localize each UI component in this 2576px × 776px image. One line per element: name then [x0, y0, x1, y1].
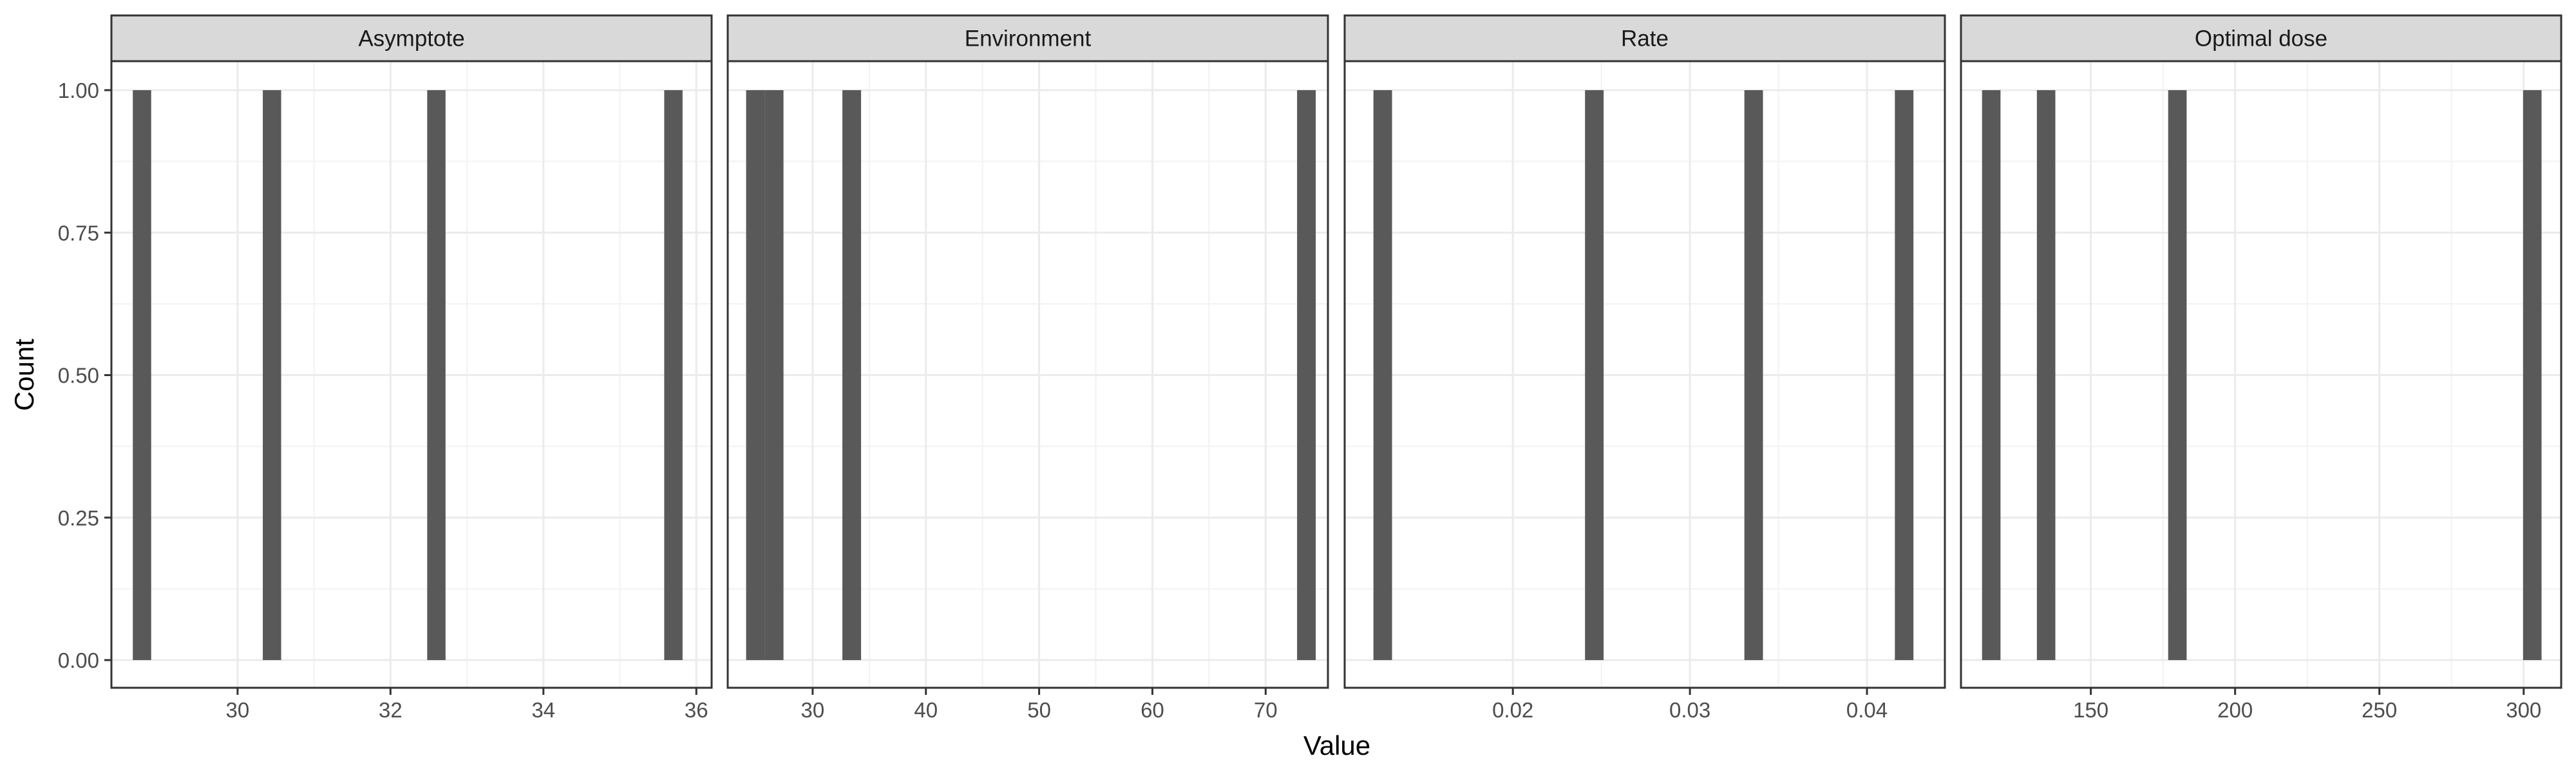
histogram-bar: [1895, 90, 1914, 660]
histogram-bar: [2523, 90, 2542, 660]
facet-panel-4: Optimal dose 150 200 250 300: [1960, 14, 2562, 722]
histogram-bar: [2036, 90, 2056, 660]
histogram-bar: [1744, 90, 1763, 660]
histogram-bar: [263, 90, 281, 660]
x-tick-label: 250: [2362, 698, 2397, 722]
x-tick-label: 300: [2506, 698, 2541, 722]
y-axis-title: Count: [9, 339, 39, 411]
y-tick-label: 0.50: [58, 364, 99, 388]
x-tick-label: 32: [379, 698, 402, 722]
histogram-bar: [1297, 90, 1316, 660]
facet-panel-1: Asymptote 30 32 34 36 0.00 0.25 0.50 0.75 1.00: [58, 14, 713, 722]
facet-strip-label: Optimal dose: [2195, 26, 2327, 52]
histogram-bar: [2168, 90, 2187, 660]
x-axis-title: Value: [1303, 730, 1370, 761]
facet-strip: [726, 14, 1329, 62]
y-tick-label: 0.00: [58, 648, 99, 672]
histogram-bar: [842, 90, 862, 660]
facet-strip-label: Environment: [965, 26, 1092, 52]
x-tick-label: 200: [2217, 698, 2253, 722]
histogram-bar: [133, 90, 151, 660]
histogram-bar: [1585, 90, 1604, 660]
x-tick-label: 70: [1254, 698, 1278, 722]
x-tick-label: 50: [1027, 698, 1051, 722]
y-tick-label: 0.25: [58, 506, 99, 530]
x-tick-label: 0.02: [1492, 698, 1533, 722]
facet-strip: [110, 14, 713, 62]
histogram-bar: [427, 90, 446, 660]
histogram-bar: [746, 90, 765, 660]
x-tick-label: 40: [914, 698, 938, 722]
x-tick-label: 34: [531, 698, 555, 722]
facet-strip-label: Rate: [1621, 26, 1669, 52]
y-tick-label: 0.75: [58, 221, 99, 245]
facet-strip-label: Asymptote: [358, 26, 464, 52]
facet-strip: [1960, 14, 2562, 62]
facet-strip: [1343, 14, 1946, 62]
histogram-bar: [764, 90, 784, 660]
facet-panel-3: Rate 0.02 0.03 0.04: [1343, 14, 1946, 722]
x-tick-label: 60: [1141, 698, 1164, 722]
facet-panel-2: Environment 30 40 50 60 70: [726, 14, 1329, 722]
x-tick-label: 30: [801, 698, 825, 722]
x-tick-label: 0.03: [1669, 698, 1710, 722]
histogram-bar: [664, 90, 683, 660]
x-tick-label: 30: [226, 698, 250, 722]
x-tick-label: 0.04: [1846, 698, 1888, 722]
histogram-bar: [1373, 90, 1392, 660]
x-tick-label: 36: [685, 698, 708, 722]
histogram-bar: [1982, 90, 2001, 660]
x-tick-label: 150: [2073, 698, 2108, 722]
y-tick-label: 1.00: [58, 79, 99, 102]
